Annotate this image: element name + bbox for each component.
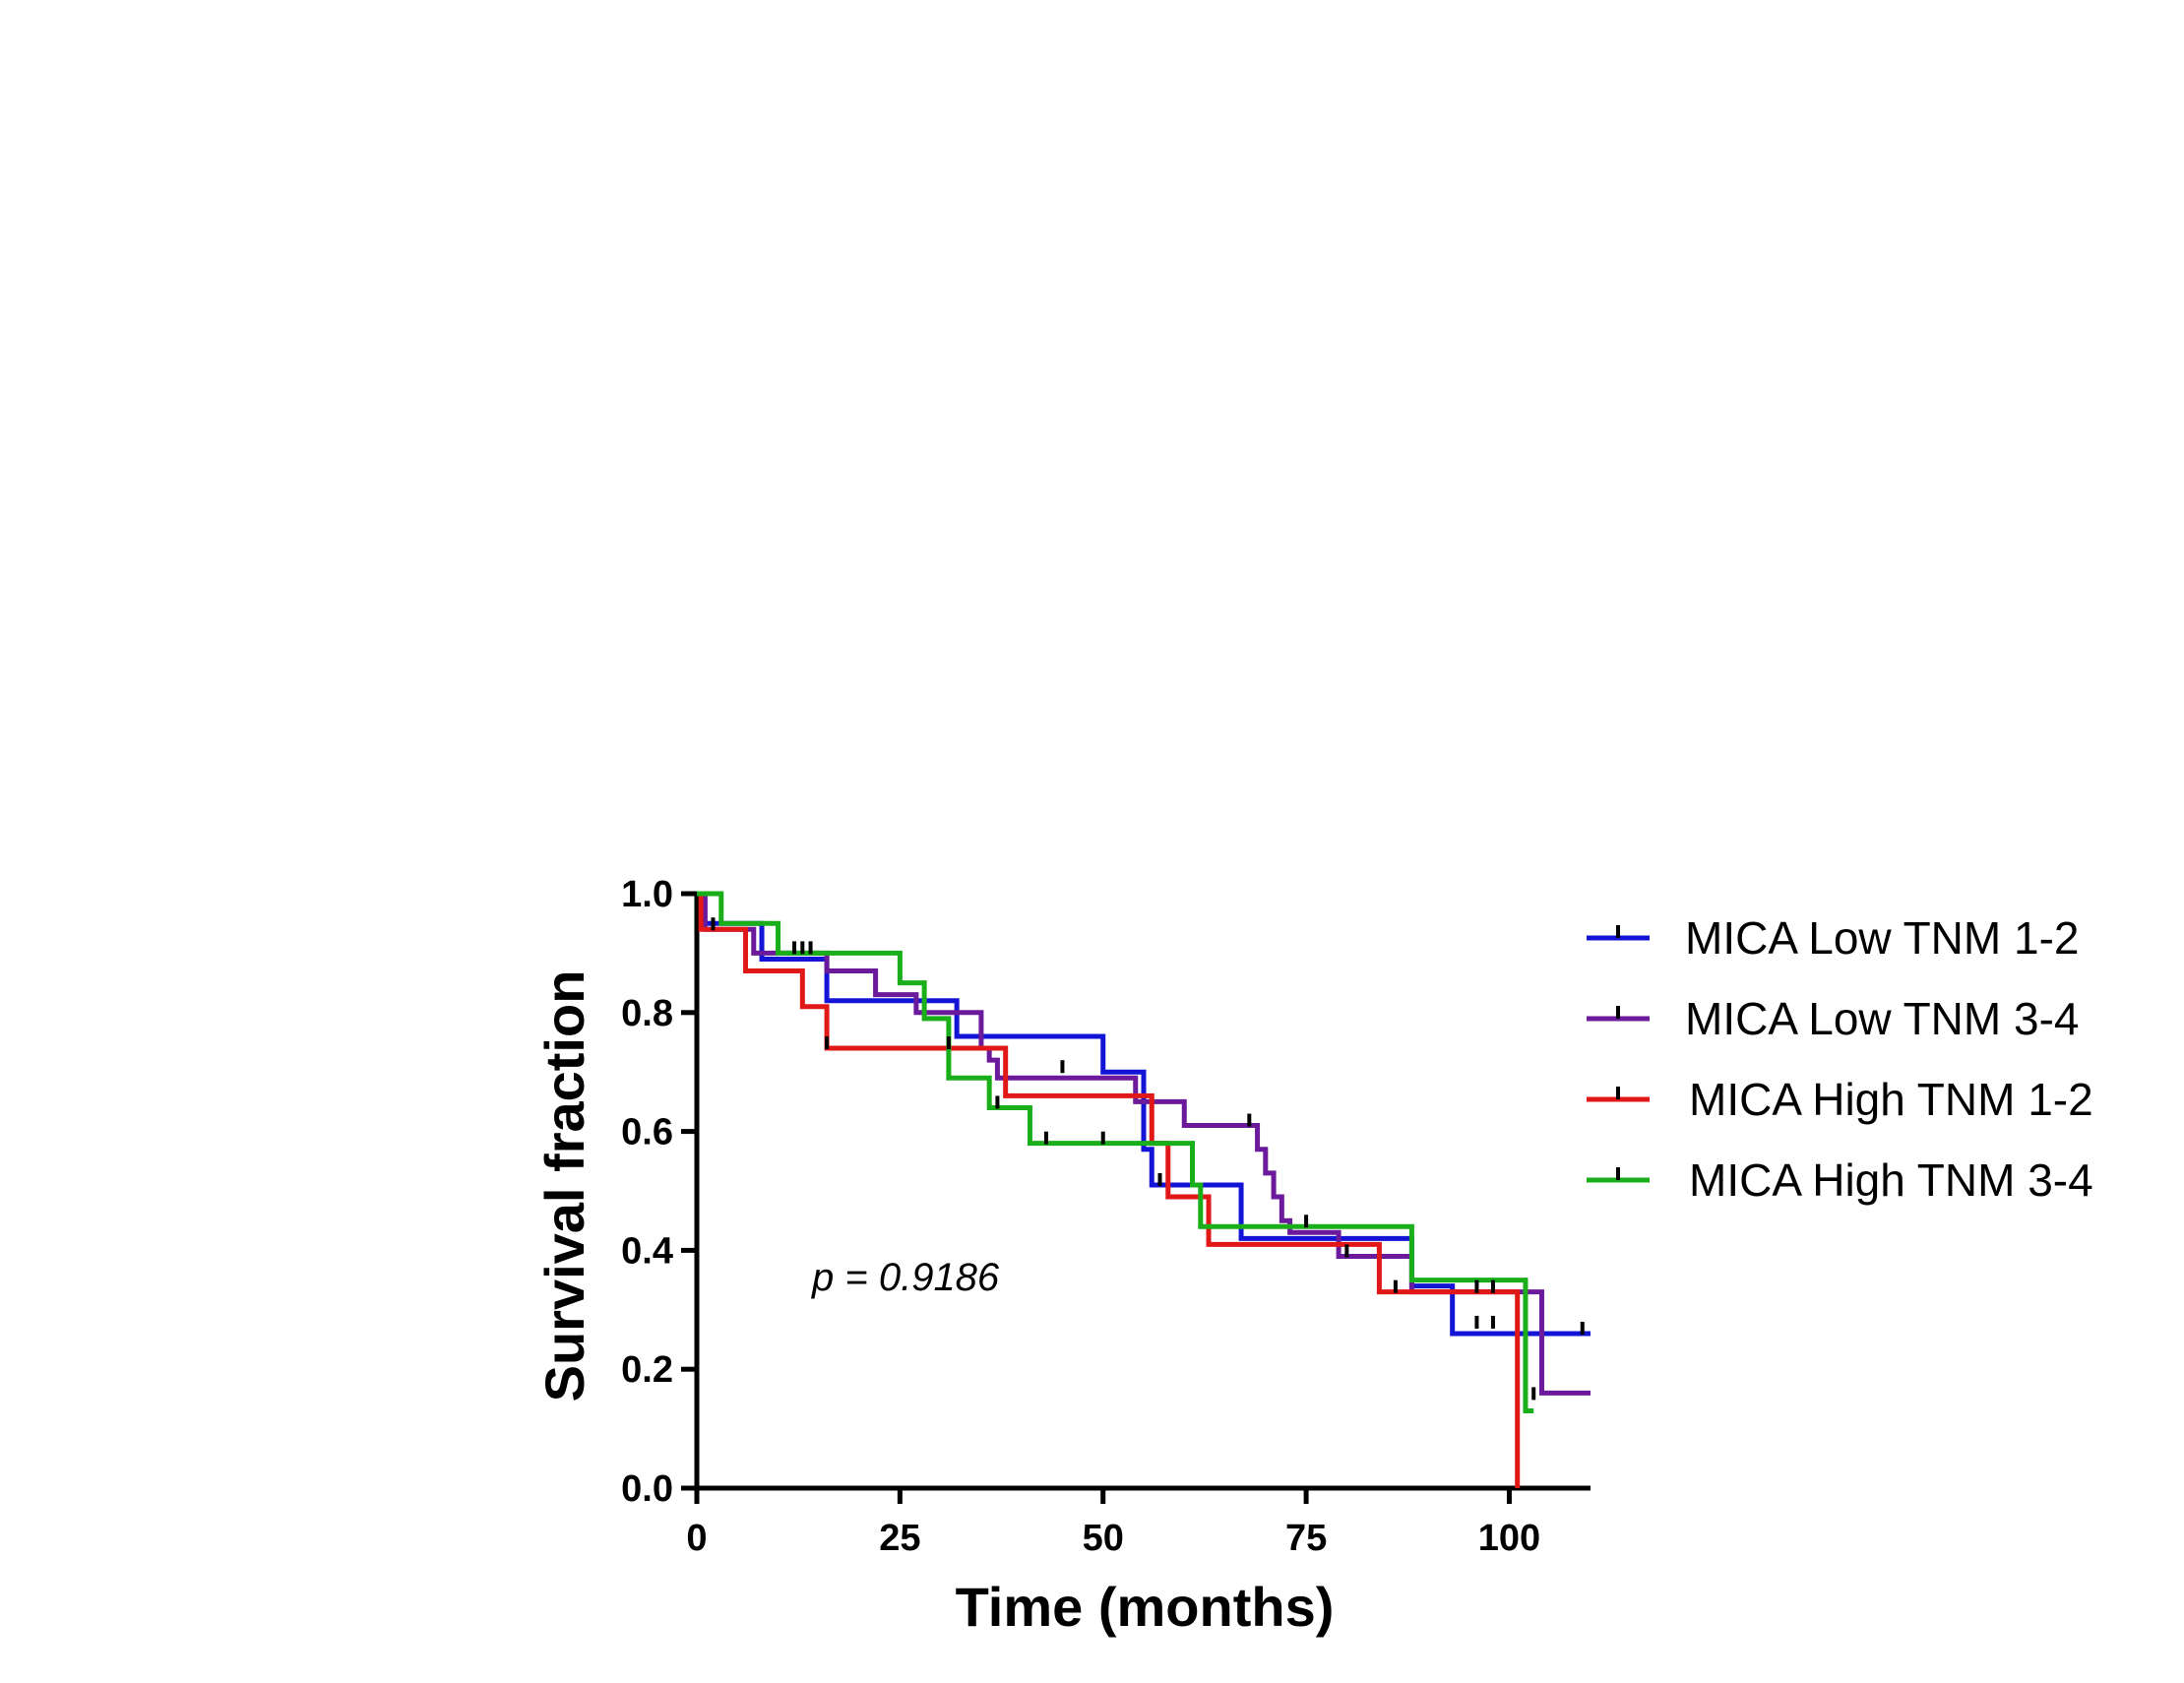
y-tick-label: 0.2 xyxy=(621,1349,673,1391)
censor-marks xyxy=(711,917,1585,1401)
y-tick-label: 0.6 xyxy=(621,1112,673,1153)
legend-label-3: MICA High TNM 1-2 xyxy=(1689,1074,2093,1125)
y-axis-title: Survival fraction xyxy=(533,970,595,1402)
legend: MICA Low TNM 1-2 MICA Low TNM 3-4 MICA Hig… xyxy=(1587,912,2093,1206)
y-tick-label: 1.0 xyxy=(621,874,673,915)
x-tick-label: 75 xyxy=(1285,1518,1327,1559)
survival-curves xyxy=(697,891,1591,1488)
x-axis-title: Time (months) xyxy=(956,1576,1335,1638)
legend-label-2: MICA Low TNM 3-4 xyxy=(1685,993,2079,1044)
series-line-4 xyxy=(697,891,1534,1413)
x-tick-label: 50 xyxy=(1083,1518,1124,1559)
legend-label-1: MICA Low TNM 1-2 xyxy=(1685,912,2079,964)
x-tick-label: 100 xyxy=(1478,1518,1540,1559)
y-tick-label: 0.4 xyxy=(621,1230,673,1272)
series-line-3 xyxy=(697,891,1521,1488)
x-tick-label: 25 xyxy=(879,1518,920,1559)
y-tick-label: 0.0 xyxy=(621,1468,673,1510)
legend-label-4: MICA High TNM 3-4 xyxy=(1689,1154,2093,1206)
x-tick-label: 0 xyxy=(686,1518,707,1559)
y-tick-label: 0.8 xyxy=(621,993,673,1034)
p-value-annotation: p = 0.9186 xyxy=(811,1256,1000,1299)
axes: 0.0 0.2 0.4 0.6 0.8 1.0 0 25 50 75 100 xyxy=(621,874,1591,1559)
series-line-2 xyxy=(697,891,1591,1396)
